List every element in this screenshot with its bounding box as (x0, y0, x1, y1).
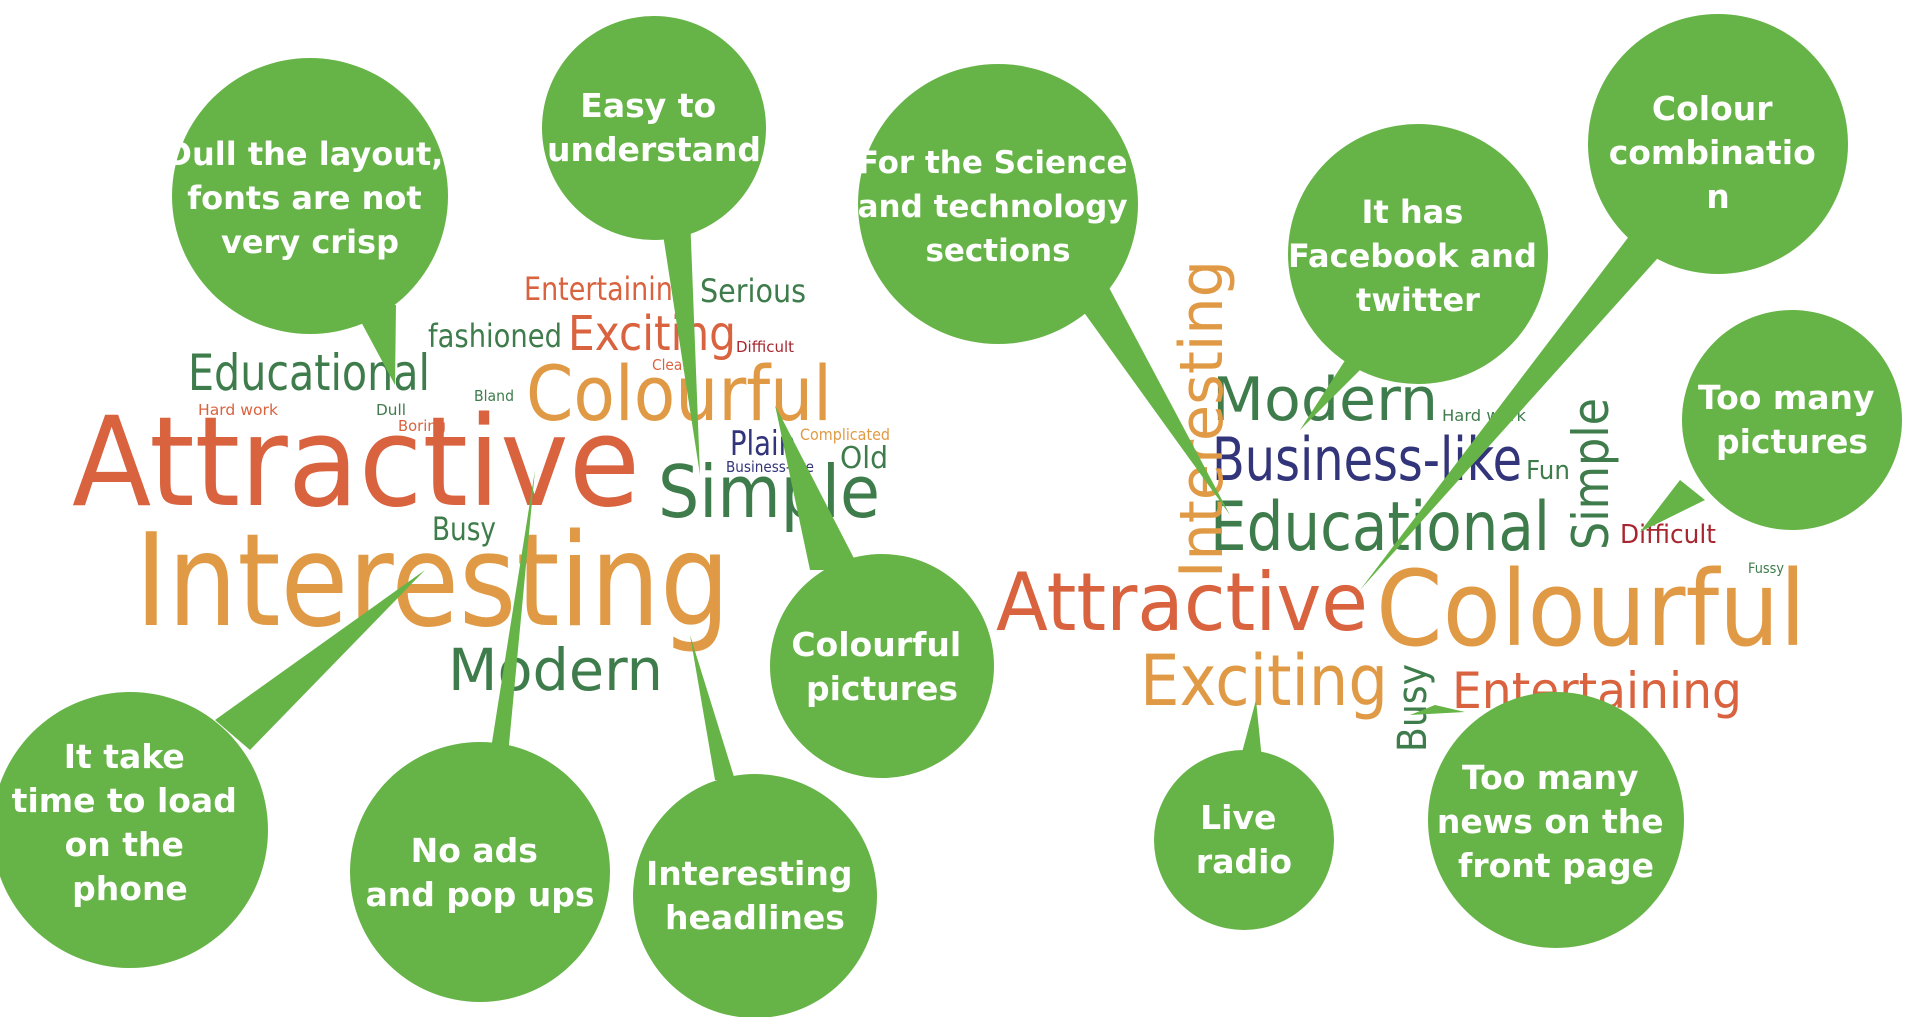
left-word-simple: Simple (658, 450, 880, 534)
callout-no-ads: No ads and pop ups (350, 470, 610, 1002)
callout-text: Easy to understand (547, 86, 761, 169)
left-word-cloud: Attractive Interesting Simple Colourful … (72, 270, 890, 704)
callout-live-radio: Live radio (1154, 700, 1334, 930)
callout-dull-layout: Dull the layout, fonts are not very cris… (165, 58, 454, 385)
left-word-clear: Clear (652, 356, 689, 374)
right-word-exciting: Exciting (1140, 640, 1388, 722)
left-word-modern: Modern (448, 636, 663, 704)
callout-circle (1588, 14, 1848, 274)
callout-colourful-pictures: Colourful pictures (770, 405, 994, 778)
left-word-boring: Boring (398, 417, 446, 435)
left-word-interesting: Interesting (135, 507, 730, 656)
left-word-old: Old (840, 441, 888, 476)
callout-circle (1428, 692, 1684, 948)
left-word-attractive: Attractive (72, 391, 640, 535)
right-word-simple: Simple (1562, 398, 1620, 550)
callout-pointer (1640, 480, 1705, 532)
left-word-entertaining: Entertaining (524, 270, 690, 308)
left-word-fashioned: fashioned (428, 317, 562, 355)
callout-circle (1288, 124, 1548, 384)
callout-facebook-twitter: It has Facebook and twitter (1288, 124, 1548, 430)
callout-pointer (490, 470, 535, 755)
callout-text: Colourful pictures (791, 625, 972, 708)
right-word-educational: Educational (1210, 488, 1550, 567)
right-word-attractive: Attractive (996, 556, 1368, 649)
left-word-dull: Dull (376, 401, 406, 419)
callout-pointer (1360, 235, 1665, 590)
callout-pointer (352, 305, 396, 385)
callout-circle (1682, 310, 1902, 530)
callout-load-time-phone: It take time to load on the phone (0, 570, 425, 968)
callout-text: Interesting headlines (646, 854, 864, 937)
callout-pointer (660, 215, 700, 475)
callout-too-many-pictures: Too many pictures (1640, 310, 1902, 532)
right-word-colourful: Colourful (1376, 548, 1806, 670)
left-word-serious: Serious (700, 272, 806, 310)
callout-text: Too many news on the front page (1437, 758, 1675, 885)
callout-interesting-headlines: Interesting headlines (633, 635, 877, 1017)
callout-easy-to-understand: Easy to understand (542, 16, 766, 475)
callout-circle (0, 692, 268, 968)
callout-text: For the Science and technology sections (858, 145, 1139, 269)
callout-colour-combination: Colour combinatio n (1360, 14, 1848, 590)
left-word-hard-work: Hard work (198, 401, 278, 419)
callout-circle (350, 742, 610, 1002)
right-word-fun: Fun (1526, 456, 1570, 486)
callout-circle (633, 774, 877, 1017)
callout-text: It has Facebook and twitter (1288, 193, 1548, 319)
callout-text: Dull the layout, fonts are not very cris… (165, 135, 454, 261)
callout-bubbles: Dull the layout, fonts are not very cris… (0, 14, 1902, 1017)
right-word-cloud: Colourful Attractive Educational Busines… (996, 260, 1806, 752)
callout-pointer (690, 635, 735, 780)
callout-pointer (1075, 280, 1230, 515)
callout-science-technology: For the Science and technology sections (858, 64, 1230, 515)
callout-circle (1154, 750, 1334, 930)
callout-text: No ads and pop ups (365, 831, 594, 914)
left-word-complicated: Complicated (800, 425, 890, 444)
callout-text: Live radio (1196, 798, 1292, 881)
left-word-difficult: Difficult (736, 338, 794, 356)
right-word-fussy: Fussy (1748, 561, 1784, 577)
callout-pointer (775, 405, 860, 570)
callout-circle (542, 16, 766, 240)
left-word-exciting: Exciting (568, 306, 736, 362)
callout-circle (858, 64, 1138, 344)
callout-text: Too many pictures (1698, 378, 1886, 461)
callout-circle (172, 58, 448, 334)
callout-circle (770, 554, 994, 778)
callout-pointer (215, 570, 425, 750)
callout-pointer (1410, 705, 1465, 715)
left-word-bland: Bland (474, 387, 514, 405)
right-word-difficult: Difficult (1620, 520, 1716, 550)
callout-too-many-news: Too many news on the front page (1410, 692, 1684, 948)
callout-pointer (1240, 700, 1262, 760)
left-word-busy: Busy (432, 510, 496, 548)
callout-text: Colour combinatio n (1609, 89, 1828, 216)
callout-text: It take time to load on the phone (12, 737, 249, 908)
